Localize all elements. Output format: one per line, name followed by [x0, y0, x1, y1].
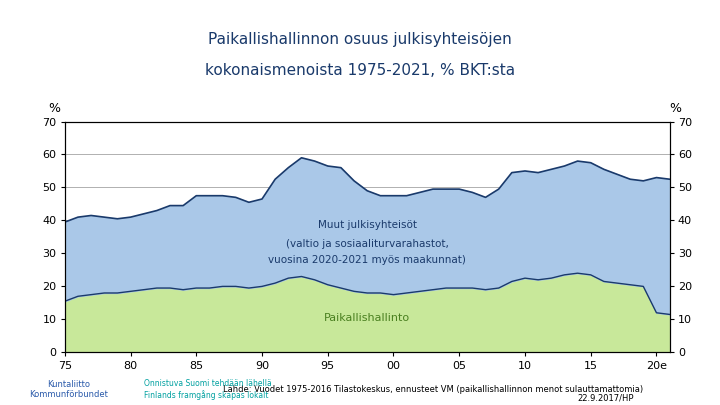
Text: 22.9.2017/HP: 22.9.2017/HP — [577, 393, 634, 402]
Text: Muut julkisyhteisöt: Muut julkisyhteisöt — [318, 220, 417, 230]
Text: Paikallishallinnon osuus julkisyhteisöjen: Paikallishallinnon osuus julkisyhteisöje… — [208, 32, 512, 47]
Text: vuosina 2020-2021 myös maakunnat): vuosina 2020-2021 myös maakunnat) — [269, 255, 466, 265]
Text: kokonaismenoista 1975-2021, % BKT:sta: kokonaismenoista 1975-2021, % BKT:sta — [205, 63, 515, 78]
Text: Lähde: Vuodet 1975-2016 Tilastokeskus, ennusteet VM (paikallishallinnon menot su: Lähde: Vuodet 1975-2016 Tilastokeskus, e… — [223, 385, 644, 394]
Text: %: % — [670, 102, 681, 115]
Text: Onnistuva Suomi tehdään lähellä
Finlands framgång skapas lokalt: Onnistuva Suomi tehdään lähellä Finlands… — [144, 379, 271, 400]
Text: Kuntaliitto
Kommunförbundet: Kuntaliitto Kommunförbundet — [29, 380, 108, 399]
Text: Paikallishallinto: Paikallishallinto — [324, 313, 410, 323]
Text: (valtio ja sosiaaliturvarahastot,: (valtio ja sosiaaliturvarahastot, — [286, 239, 449, 249]
Text: %: % — [48, 102, 60, 115]
